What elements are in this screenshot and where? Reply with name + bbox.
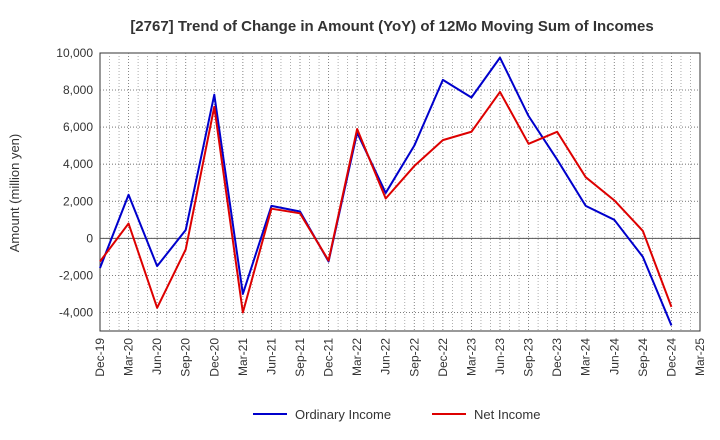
plot-area	[99, 52, 701, 332]
grid	[99, 52, 701, 332]
x-tick-label: Sep-21	[293, 338, 307, 377]
y-tick-label: 2,000	[63, 194, 93, 208]
x-tick-label: Jun-21	[264, 338, 278, 375]
x-tick-label: Mar-20	[122, 338, 136, 376]
y-tick-label: -2,000	[59, 268, 93, 282]
legend-label: Net Income	[474, 407, 540, 422]
series-line	[99, 56, 673, 326]
x-tick-label: Dec-19	[93, 338, 107, 377]
x-tick-label: Sep-23	[522, 338, 536, 377]
x-tick-label: Mar-25	[693, 338, 707, 376]
x-tick-label: Mar-22	[350, 338, 364, 376]
x-tick-label: Jun-22	[379, 338, 393, 375]
x-tick-label: Dec-23	[550, 338, 564, 377]
y-axis-label: Amount (million yen)	[7, 134, 22, 253]
y-tick-label: 6,000	[63, 120, 93, 134]
legend-item-0: Ordinary Income	[253, 407, 391, 422]
x-tick-label: Jun-23	[493, 338, 507, 375]
x-tick-label: Jun-24	[607, 338, 621, 375]
x-tick-label: Dec-24	[664, 338, 678, 377]
x-tick-label: Sep-22	[407, 338, 421, 377]
y-tick-label: 0	[86, 231, 93, 245]
series-layer	[99, 56, 673, 326]
x-tick-label: Dec-21	[322, 338, 336, 377]
legend: Ordinary Income Net Income	[253, 407, 540, 422]
y-tick-label: 10,000	[56, 46, 93, 60]
x-tick-label: Mar-23	[464, 338, 478, 376]
x-tick-label: Dec-22	[436, 338, 450, 377]
legend-item-1: Net Income	[432, 407, 540, 422]
series-0	[99, 56, 673, 326]
x-tick-label: Sep-20	[179, 338, 193, 377]
x-tick-label: Jun-20	[150, 338, 164, 375]
x-tick-label: Dec-20	[207, 338, 221, 377]
series-1	[99, 90, 673, 314]
x-tick-label: Mar-21	[236, 338, 250, 376]
y-tick-label: 4,000	[63, 157, 93, 171]
legend-label: Ordinary Income	[295, 407, 391, 422]
axis-ticks: -4,000 -2,000 0 2,000 4,000 6,000 8,000 10,000 D…	[56, 46, 707, 377]
x-tick-label: Mar-24	[579, 338, 593, 376]
series-line	[99, 90, 673, 314]
y-tick-label: 8,000	[63, 83, 93, 97]
y-tick-label: -4,000	[59, 305, 93, 319]
x-tick-label: Sep-24	[636, 338, 650, 377]
chart-title: [2767] Trend of Change in Amount (YoY) o…	[130, 18, 653, 35]
